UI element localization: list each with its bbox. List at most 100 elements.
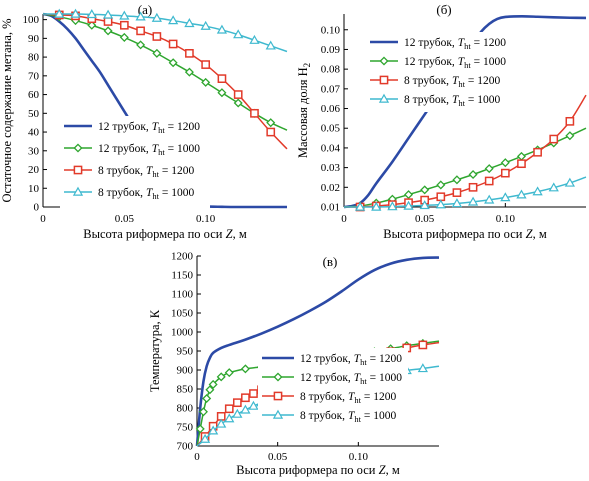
legend-label: 12 трубок, Tht = 1000 [404, 56, 506, 70]
data-point [103, 26, 113, 36]
legend-label: 12 трубок, Tht = 1200 [404, 37, 506, 51]
data-point [468, 182, 478, 192]
data-point [533, 147, 542, 157]
data-point [216, 24, 228, 34]
legend-label: 8 трубок, Tht = 1200 [98, 165, 194, 179]
data-point [201, 77, 211, 87]
y-tick-label: 0.09 [321, 44, 341, 56]
legend-item: 8 трубок, Tht = 1200 [370, 75, 500, 89]
series-3 [42, 10, 288, 150]
series-3 [343, 94, 587, 212]
data-point [205, 385, 215, 395]
data-point [199, 433, 211, 443]
legend-marker [378, 93, 390, 103]
legend-label: 8 трубок, Tht = 1200 [404, 75, 500, 89]
data-point [201, 60, 211, 69]
data-point [119, 32, 129, 42]
data-point [136, 26, 145, 36]
y-tick-label: 1000 [171, 327, 194, 339]
data-point [102, 9, 114, 19]
data-point [403, 200, 414, 210]
data-point [151, 12, 162, 22]
series-line [195, 256, 440, 447]
data-point [266, 127, 276, 137]
chart-panel-3: 700 750 800 850 900 950 1000 1050 1100 1150 1200 0 0… [148, 251, 440, 477]
data-point [195, 424, 205, 434]
data-point [184, 18, 195, 28]
y-tick-label: 70 [28, 70, 40, 82]
legend-marker [379, 56, 389, 66]
legend-label: 8 трубок, Tht = 1000 [98, 187, 194, 201]
y-tick-label: 1200 [171, 251, 194, 263]
data-point [418, 340, 428, 350]
data-point [436, 192, 446, 202]
series-line [43, 13, 288, 53]
y-tick-label: 10 [28, 183, 40, 195]
data-point [265, 40, 276, 50]
data-point [249, 389, 258, 398]
y-tick-label: 0.02 [321, 182, 340, 194]
data-point [436, 180, 446, 190]
data-point [419, 200, 430, 210]
y-tick-label: 950 [177, 346, 194, 358]
series-2 [343, 127, 587, 211]
series-line [343, 94, 587, 208]
series-line [42, 13, 288, 131]
y-tick-label: 900 [177, 365, 194, 377]
series-line [343, 176, 587, 208]
legend-item: 12 трубок, Tht = 1000 [370, 56, 506, 70]
chart-panel-2: 0.01 0.02 0.03 0.04 0.05 0.06 0.07 0.08 0.09 0.10… [296, 2, 587, 241]
y-axis-label: Массовая доля H2 [296, 63, 312, 158]
y-tick-label: 20 [28, 164, 40, 176]
y-tick-label: 90 [28, 33, 40, 45]
legend-item: 8 трубок, Tht = 1000 [370, 93, 500, 108]
data-point [420, 185, 430, 195]
legend: 12 трубок, Tht = 1200 12 трубок, Tht = 10… [258, 348, 408, 428]
data-point [202, 393, 212, 404]
data-point [468, 169, 478, 180]
data-point [232, 398, 242, 408]
data-point [216, 372, 226, 382]
data-point [119, 20, 129, 30]
series-4 [43, 8, 288, 53]
x-tick-label: 0 [194, 451, 200, 463]
data-point [224, 368, 234, 378]
x-tick-label: 0.05 [415, 213, 435, 225]
data-point [249, 34, 260, 44]
legend-marker [273, 391, 283, 401]
data-point [452, 188, 462, 197]
data-point [136, 40, 146, 50]
data-point [233, 29, 244, 39]
data-point [54, 8, 65, 18]
y-tick-label: 700 [177, 441, 194, 453]
x-tick-label: 0.05 [268, 451, 288, 463]
data-point [119, 10, 130, 20]
y-tick-label: 1150 [171, 270, 193, 282]
y-tick-label: 800 [177, 403, 194, 415]
y-tick-label: 30 [28, 145, 40, 157]
y-tick-label: 50 [28, 108, 40, 120]
data-point [152, 48, 162, 58]
data-point [548, 182, 559, 192]
legend-label: 12 трубок, Tht = 1000 [300, 372, 402, 386]
data-point [198, 407, 208, 417]
data-point [387, 201, 398, 211]
data-point [152, 32, 162, 41]
legend: 12 трубок, Tht = 1200 12 трубок, Tht = 10… [366, 32, 516, 112]
legend-marker [272, 409, 284, 419]
legend-marker [273, 372, 283, 382]
data-point [452, 175, 462, 185]
data-point [532, 186, 543, 196]
data-point [484, 194, 495, 204]
data-point [451, 198, 463, 208]
legend-item: 12 трубок, Tht = 1200 [370, 37, 506, 51]
x-tick-label: 0.10 [196, 213, 216, 225]
y-tick-label: 100 [23, 14, 40, 26]
series-4 [343, 176, 587, 211]
data-point [168, 58, 178, 68]
data-point [233, 98, 243, 108]
y-tick-label: 0.07 [321, 83, 341, 95]
data-point [70, 8, 81, 18]
y-tick-label: 0.03 [321, 162, 341, 174]
